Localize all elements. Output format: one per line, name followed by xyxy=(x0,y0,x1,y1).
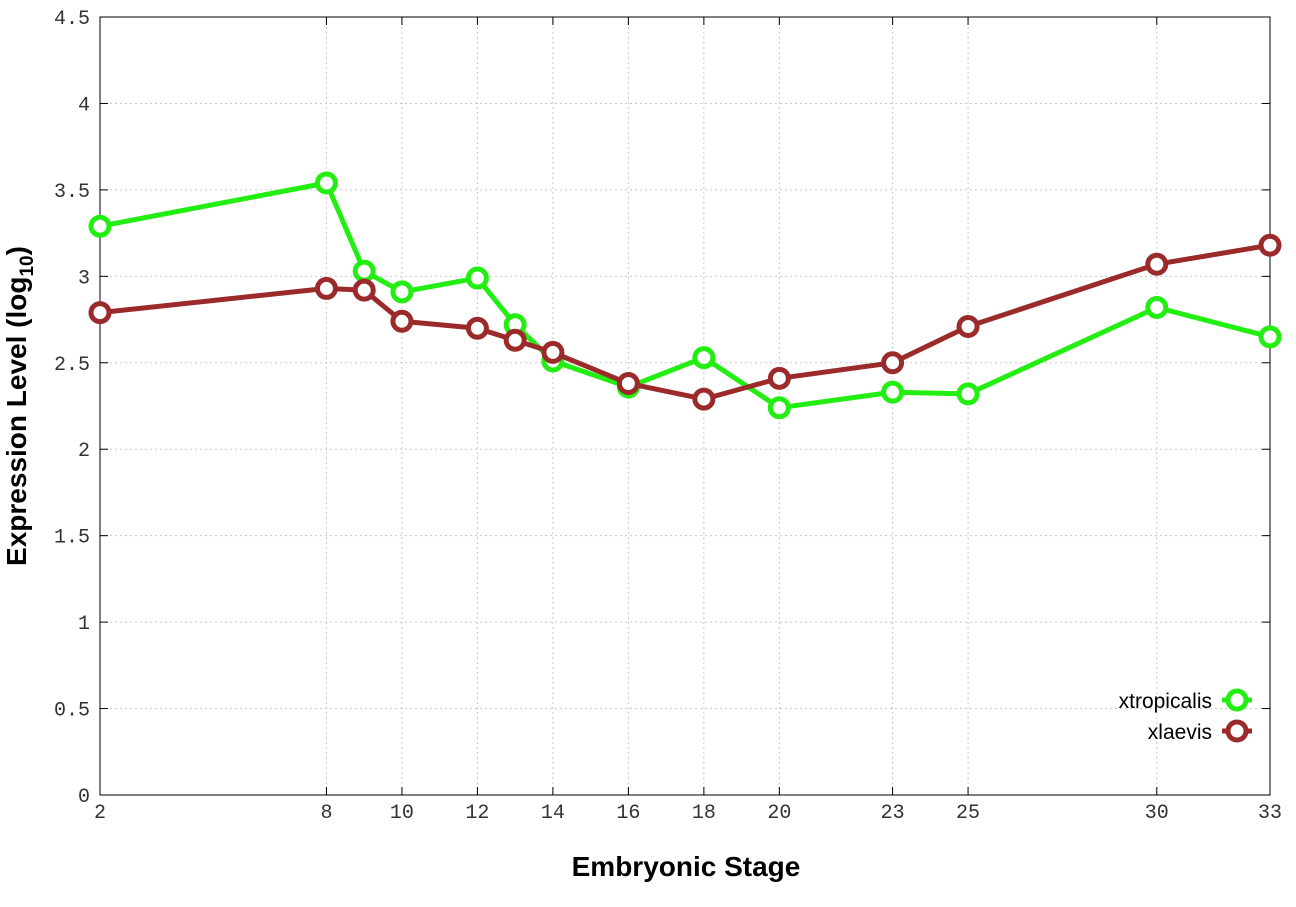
y-axis-title: Expression Level (log10) xyxy=(1,246,38,566)
y-axis-title-subscript: 10 xyxy=(17,255,38,276)
grid xyxy=(100,17,1270,795)
axis-ticks: 0 0.5 1 1.5 2 2.5 3 3.5 4 4.5 2 8 10 12 14 16 18 20 23 25 30… xyxy=(54,8,1282,825)
data-point-xtropicalis xyxy=(692,346,716,370)
y-tick-label: 1.5 xyxy=(54,527,90,550)
data-point-xlaevis xyxy=(956,314,980,338)
x-tick-label: 10 xyxy=(390,802,414,825)
y-tick-label: 0 xyxy=(78,786,90,809)
x-tick-label: 23 xyxy=(881,802,905,825)
data-point-xtropicalis xyxy=(352,259,376,283)
data-point-xlaevis xyxy=(390,309,414,333)
series-line-xlaevis xyxy=(97,242,1273,402)
data-point-xtropicalis xyxy=(465,266,489,290)
data-point-xtropicalis xyxy=(767,396,791,420)
y-tick-label: 2.5 xyxy=(54,354,90,377)
y-tick-label: 4 xyxy=(78,94,90,117)
legend-item-xtropicalis: xtropicalis xyxy=(1119,688,1252,713)
data-point-xlaevis xyxy=(767,366,791,390)
x-tick-label: 2 xyxy=(94,802,106,825)
data-point-xlaevis xyxy=(616,372,640,396)
legend-label: xtropicalis xyxy=(1119,690,1212,713)
data-point-xlaevis xyxy=(541,340,565,364)
data-point-xlaevis xyxy=(881,351,905,375)
x-tick-label: 16 xyxy=(616,802,640,825)
data-point-xlaevis xyxy=(1145,252,1169,276)
y-tick-label: 2 xyxy=(78,440,90,463)
y-axis-title-close: ) xyxy=(1,246,32,255)
data-point-xlaevis xyxy=(465,316,489,340)
data-point-xlaevis xyxy=(314,276,338,300)
x-axis-title: Embryonic Stage xyxy=(572,851,801,882)
x-tick-label: 14 xyxy=(541,802,565,825)
y-tick-label: 3.5 xyxy=(54,181,90,204)
x-tick-label: 33 xyxy=(1258,802,1282,825)
data-point-xtropicalis xyxy=(390,280,414,304)
data-point-xlaevis xyxy=(88,301,112,325)
y-tick-label: 1 xyxy=(78,613,90,636)
data-point-xlaevis xyxy=(503,328,527,352)
x-tick-label: 18 xyxy=(692,802,716,825)
data-point-xtropicalis xyxy=(1145,295,1169,319)
legend-swatch-marker xyxy=(1225,688,1249,712)
legend-label: xlaevis xyxy=(1148,721,1212,744)
series-group xyxy=(88,171,1282,420)
data-point-xtropicalis xyxy=(1258,325,1282,349)
x-tick-label: 20 xyxy=(767,802,791,825)
data-point-xlaevis xyxy=(692,387,716,411)
data-point-xtropicalis xyxy=(88,214,112,238)
legend: xtropicalis xlaevis xyxy=(1119,688,1252,744)
y-tick-label: 4.5 xyxy=(54,8,90,31)
y-axis-title-main: Expression Level (log xyxy=(1,277,32,566)
y-tick-label: 3 xyxy=(78,267,90,290)
data-point-xtropicalis xyxy=(314,171,338,195)
x-tick-label: 12 xyxy=(465,802,489,825)
data-point-xtropicalis xyxy=(881,380,905,404)
legend-swatch-marker xyxy=(1225,719,1249,743)
data-point-xlaevis xyxy=(352,278,376,302)
data-point-xlaevis xyxy=(1258,233,1282,257)
legend-item-xlaevis: xlaevis xyxy=(1148,719,1252,744)
plot-frame xyxy=(99,16,1271,796)
x-tick-label: 25 xyxy=(956,802,980,825)
x-tick-label: 30 xyxy=(1145,802,1169,825)
series-xlaevis xyxy=(88,233,1282,411)
y-tick-label: 0.5 xyxy=(54,700,90,723)
x-tick-label: 8 xyxy=(320,802,332,825)
data-point-xtropicalis xyxy=(956,382,980,406)
